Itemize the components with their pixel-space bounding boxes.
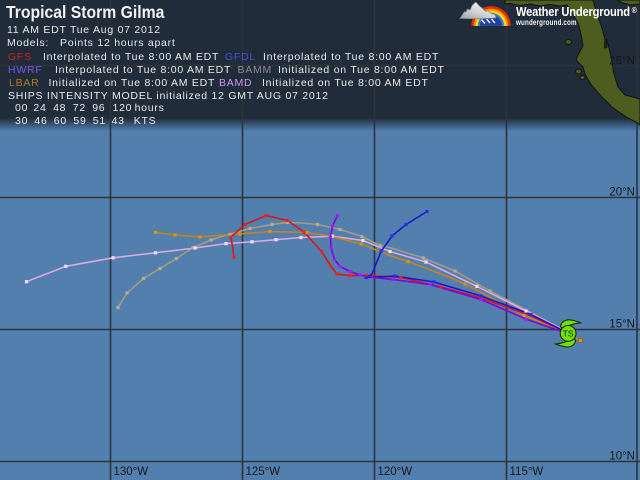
svg-text:TS: TS <box>563 329 574 339</box>
svg-text:20°N: 20°N <box>609 187 635 199</box>
svg-text:10°N: 10°N <box>609 451 635 463</box>
svg-text:25°N: 25°N <box>609 56 635 68</box>
svg-text:125°W: 125°W <box>246 466 281 478</box>
svg-text:130°W: 130°W <box>114 466 149 478</box>
svg-text:115°W: 115°W <box>510 466 544 478</box>
svg-text:15°N: 15°N <box>609 319 635 331</box>
svg-text:120°W: 120°W <box>378 466 413 478</box>
